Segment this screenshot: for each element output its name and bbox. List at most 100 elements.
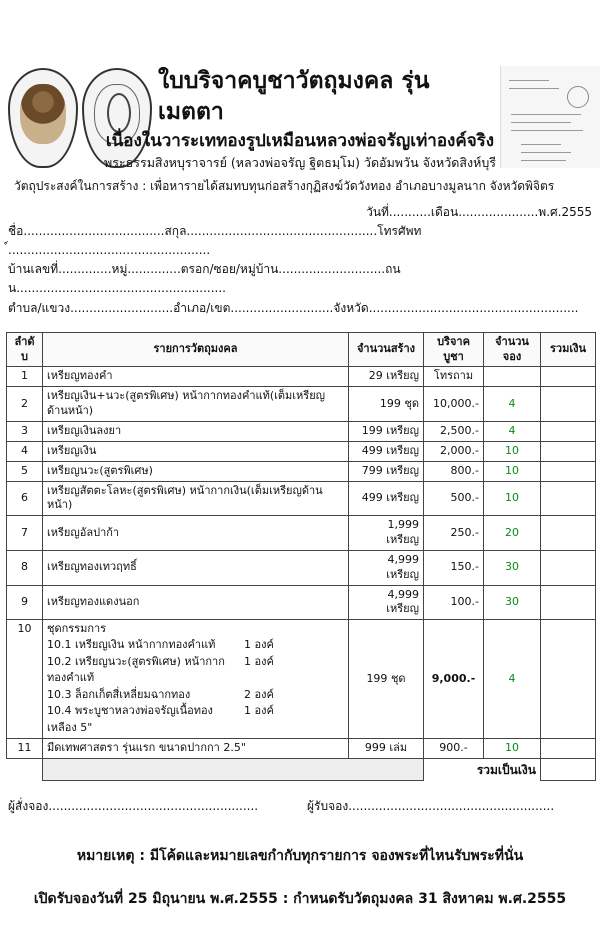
receiver-signature[interactable]: ผู้รับจอง...............................… [307, 798, 555, 813]
row-qty: 499 [361, 443, 383, 457]
orderer-signature[interactable]: ผู้สั่งจอง..............................… [8, 798, 259, 813]
total-row: รวมเป็นเงิน [7, 757, 596, 781]
row-no: 10 [6, 619, 43, 740]
permission-letter-image [500, 66, 600, 168]
row-price: โทรถาม [423, 366, 484, 388]
table-row: 7 เหรียญอัลปาก้า 1,999 เหรียญ 250.- 20 [6, 515, 596, 551]
header-item: รายการวัตถุมงคล [42, 331, 349, 368]
table-row: 5 เหรียญนวะ(สูตรพิเศษ) 799 เหรียญ 800.- … [6, 460, 596, 482]
header-total: รวมเงิน [540, 331, 596, 368]
row-reserve[interactable]: 4 [483, 420, 541, 442]
row-total[interactable] [540, 460, 596, 482]
sub-item-name: 10.2 เหรียญนวะ(สูตรพิเศษ) หน้ากากทองคำแท… [47, 654, 225, 685]
row-reserve[interactable]: 10 [483, 480, 541, 517]
sub-item-count: 2 องค์ [244, 687, 274, 701]
page-title: ใบบริจาคบูชาวัตถุมงคล รุ่นเมตตา [158, 68, 430, 126]
row-reserve[interactable] [483, 366, 541, 388]
row-reserve[interactable]: 10 [483, 460, 541, 482]
temple-logo-portrait [8, 68, 78, 168]
sub-item-count: 1 องค์ [244, 704, 274, 718]
row-reserve[interactable]: 4 [483, 619, 541, 740]
row-price: 2,000.- [423, 440, 484, 462]
row-unit: ชุด [390, 671, 406, 685]
purpose-line: วัตถุประสงค์ในการสร้าง : เพื่อหารายได้สม… [14, 178, 555, 193]
table-row: 1 เหรียญทองคำ 29 เหรียญ โทรถาม [6, 366, 596, 388]
table-row: 3 เหรียญเงินลงยา 199 เหรียญ 2,500.- 4 [6, 420, 596, 442]
total-bar [42, 757, 424, 781]
total-label: รวมเป็นเงิน [476, 762, 536, 777]
district-field[interactable]: ตำบล/แขวง...........................อำเภ… [8, 300, 579, 315]
row-no: 8 [6, 549, 43, 586]
row-total[interactable] [540, 619, 596, 740]
row-total[interactable] [540, 480, 596, 517]
document-body: ใบบริจาคบูชาวัตถุมงคล รุ่นเมตตา เนื่องใน… [0, 66, 600, 910]
row-item: เหรียญทองแดงนอก [42, 584, 349, 621]
grand-total-field[interactable] [540, 757, 596, 781]
monk-line: พระธรรมสิงหบุราจารย์ (หลวงพ่อจรัญ ฐิตธมฺ… [103, 154, 497, 170]
row-reserve[interactable]: 30 [483, 584, 541, 621]
header-qty: จำนวนสร้าง [348, 331, 424, 368]
sub-item-name: 10.1 เหรียญเงิน หน้ากากทองคำแท้ [47, 638, 216, 652]
row-price: 10,000.- [423, 386, 484, 422]
row-no: 9 [6, 584, 43, 621]
row-reserve[interactable]: 10 [483, 440, 541, 462]
row-item: เหรียญทองคำ [42, 366, 349, 388]
row-total[interactable] [540, 584, 596, 621]
row-total[interactable] [540, 738, 596, 759]
row-unit: เหรียญ [386, 567, 419, 581]
row-unit: เหรียญ [386, 602, 419, 616]
row-total[interactable] [540, 440, 596, 462]
row-item: เหรียญเงิน+นวะ(สูตรพิเศษ) หน้ากากทองคำแท… [42, 386, 349, 422]
row-no: 5 [6, 460, 43, 482]
row-reserve[interactable]: 30 [483, 549, 541, 586]
row-no: 4 [6, 440, 43, 462]
name-field[interactable]: ชื่อ....................................… [8, 223, 422, 258]
row-price: 100.- [423, 584, 484, 621]
row-no: 2 [6, 386, 43, 422]
row-price: 9,000.- [423, 619, 484, 740]
address-field[interactable]: บ้านเลขที่..............หมู่............… [8, 262, 401, 296]
subtitle: เนื่องในวาระเททองรูปเหมือนหลวงพ่อจรัญเท่… [105, 131, 495, 152]
row-unit: เหรียญ [386, 423, 419, 437]
row-reserve[interactable]: 4 [483, 386, 541, 422]
row-item: มีดเทพศาสตรา รุ่นแรก ขนาดปากกา 2.5" [42, 738, 349, 759]
row-qty: 1,999 [387, 518, 420, 532]
row-total[interactable] [540, 515, 596, 551]
signature-row: ผู้สั่งจอง..............................… [6, 797, 594, 816]
row-no: 1 [6, 366, 43, 388]
table-row: 6 เหรียญสัตตะโลหะ(สูตรพิเศษ) หน้ากากเงิน… [6, 480, 596, 517]
row-total[interactable] [540, 366, 596, 388]
row-item: เหรียญเงินลงยา [42, 420, 349, 442]
row-total[interactable] [540, 386, 596, 422]
row-reserve[interactable]: 20 [483, 515, 541, 551]
row-price: 800.- [423, 460, 484, 482]
row-qty: 199 [366, 671, 388, 685]
row-price: 2,500.- [423, 420, 484, 442]
row-price: 500.- [423, 480, 484, 517]
row-qty: 4,999 [387, 552, 420, 566]
row-item: เหรียญนวะ(สูตรพิเศษ) [42, 460, 349, 482]
order-table: ลำดับ รายการวัตถุมงคล จำนวนสร้าง บริจาคบ… [6, 331, 596, 781]
row-qty: 199 [361, 423, 383, 437]
row-unit: เหรียญ [386, 490, 419, 504]
row-item: ชุดกรรมการ [47, 622, 107, 636]
row-total[interactable] [540, 420, 596, 442]
row-item: เหรียญอัลปาก้า [42, 515, 349, 551]
row-item: เหรียญสัตตะโลหะ(สูตรพิเศษ) หน้ากากเงิน(เ… [42, 480, 349, 517]
row-qty: 499 [361, 490, 383, 504]
row-qty: 199 [379, 396, 401, 410]
date-field[interactable]: วันที่...........เดือน..................… [366, 204, 592, 219]
table-row: 10 ชุดกรรมการ 10.1 เหรียญเงิน หน้ากากทอง… [6, 619, 596, 740]
row-qty: 999 [364, 741, 386, 755]
row-price: 250.- [423, 515, 484, 551]
header-price: บริจาคบูชา [423, 331, 484, 368]
row-total[interactable] [540, 549, 596, 586]
row-reserve[interactable]: 10 [483, 738, 541, 759]
row-unit: เหรียญ [386, 369, 419, 383]
row-qty: 4,999 [387, 587, 420, 601]
row-no: 7 [6, 515, 43, 551]
row-item: เหรียญเงิน [42, 440, 349, 462]
sub-item-name: 10.3 ล็อกเก็ตสี่เหลี่ยมฉากทอง [47, 687, 191, 701]
sub-item-count: 1 องค์ [244, 654, 274, 668]
row-no: 3 [6, 420, 43, 442]
